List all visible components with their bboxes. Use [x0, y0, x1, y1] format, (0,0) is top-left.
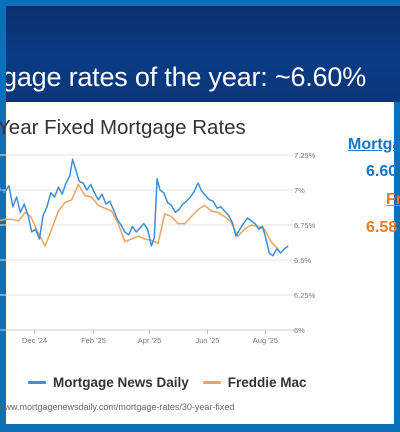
y-tick-label: 7% [294, 186, 305, 195]
title-bar: gage rates of the year: ~6.60% [6, 6, 400, 102]
x-tick-label: Jun '25 [196, 336, 220, 345]
series-line-freddie-mac [0, 183, 279, 250]
series-a-side-value: 6.60 [366, 163, 398, 180]
rates-line-chart: 7.25% 7% 6.75% 6.5% 6.25% 6% Dec '24 Feb '25 Apr… [0, 151, 316, 345]
legend-label-series-b: Freddie Mac [227, 374, 307, 390]
legend-swatch-series-a [28, 380, 46, 384]
series-b-side-value: 6.58 [366, 219, 398, 236]
legend-item-series-b: Freddie Mac [202, 374, 307, 390]
series-line-mortgage-news-daily [0, 158, 289, 257]
x-tick-label: Apr '25 [138, 336, 162, 345]
legend-swatch-series-b [202, 380, 221, 384]
y-tick-label: 7.25% [294, 151, 316, 160]
y-tick-label: 6.5% [294, 256, 311, 265]
x-tick-label: Aug '25 [253, 336, 278, 345]
chart-legend: Mortgage News Daily Freddie Mac [28, 372, 321, 392]
series-a-side-label: Mortga [348, 136, 400, 153]
x-tick-label: Dec '24 [22, 336, 47, 345]
chart-title: Year Fixed Mortgage Rates [0, 116, 246, 139]
slide-headline: gage rates of the year: ~6.60% [6, 62, 366, 92]
source-url: www.mortgagenewsdaily.com/mortgage-rates… [0, 402, 235, 412]
y-tick-label: 6% [294, 326, 305, 335]
side-panel: Mortga 6.60 Fr 6.58 [344, 134, 400, 254]
legend-label-series-a: Mortgage News Daily [53, 374, 189, 390]
x-tick-label: Feb '25 [81, 336, 106, 345]
y-tick-label: 6.75% [294, 221, 316, 230]
legend-item-series-a: Mortgage News Daily [28, 375, 189, 390]
series-b-side-label: Fr [386, 191, 400, 208]
y-tick-label: 6.25% [294, 291, 316, 300]
